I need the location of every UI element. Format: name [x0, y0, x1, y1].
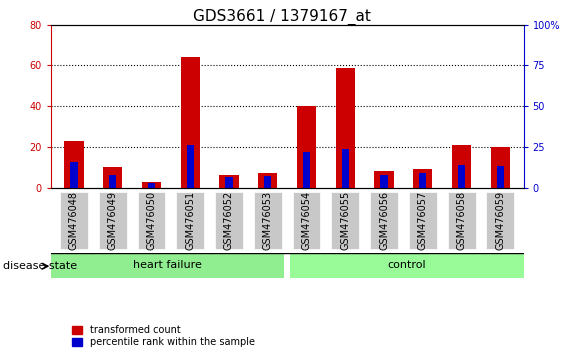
Legend: transformed count, percentile rank within the sample: transformed count, percentile rank withi…	[73, 325, 255, 347]
FancyBboxPatch shape	[137, 192, 166, 249]
Bar	[109, 175, 117, 188]
Text: GSM476052: GSM476052	[224, 191, 234, 250]
Bar	[142, 182, 161, 188]
Bar	[258, 173, 278, 188]
Bar	[181, 57, 200, 188]
Bar	[452, 145, 471, 188]
Bar	[458, 165, 465, 188]
Text: GDS3661 / 1379167_at: GDS3661 / 1379167_at	[193, 9, 370, 25]
Text: GSM476048: GSM476048	[69, 191, 79, 250]
Bar	[148, 183, 155, 188]
FancyBboxPatch shape	[176, 192, 204, 249]
FancyBboxPatch shape	[60, 192, 88, 249]
Bar	[297, 106, 316, 188]
Bar	[220, 176, 239, 188]
Text: disease state: disease state	[3, 261, 77, 271]
Bar	[264, 176, 271, 188]
FancyBboxPatch shape	[99, 192, 127, 249]
Bar	[186, 145, 194, 188]
Text: GSM476054: GSM476054	[302, 191, 311, 250]
Text: control: control	[387, 261, 426, 270]
Text: GSM476051: GSM476051	[185, 191, 195, 250]
Text: GSM476056: GSM476056	[379, 191, 389, 250]
Text: heart failure: heart failure	[133, 261, 202, 270]
FancyBboxPatch shape	[215, 192, 243, 249]
FancyBboxPatch shape	[370, 192, 398, 249]
Bar	[64, 141, 84, 188]
FancyBboxPatch shape	[409, 192, 437, 249]
Text: GSM476049: GSM476049	[108, 191, 118, 250]
FancyBboxPatch shape	[254, 192, 282, 249]
Bar	[374, 171, 394, 188]
Bar	[303, 152, 310, 188]
Bar	[103, 167, 122, 188]
FancyBboxPatch shape	[331, 192, 359, 249]
Bar	[419, 173, 427, 188]
Text: GSM476053: GSM476053	[263, 191, 272, 250]
FancyBboxPatch shape	[293, 192, 320, 249]
FancyBboxPatch shape	[448, 192, 476, 249]
Text: GSM476050: GSM476050	[146, 191, 157, 250]
Bar	[497, 166, 504, 188]
Bar	[413, 169, 432, 188]
Bar	[342, 149, 349, 188]
Text: GSM476058: GSM476058	[457, 191, 467, 250]
Bar	[381, 175, 388, 188]
Text: GSM476057: GSM476057	[418, 191, 428, 250]
FancyBboxPatch shape	[51, 253, 284, 278]
Text: GSM476059: GSM476059	[495, 191, 506, 250]
Bar	[225, 177, 233, 188]
Text: GSM476055: GSM476055	[340, 191, 350, 250]
Bar	[490, 147, 510, 188]
FancyBboxPatch shape	[291, 253, 524, 278]
Bar	[70, 161, 78, 188]
Bar	[336, 68, 355, 188]
FancyBboxPatch shape	[486, 192, 514, 249]
